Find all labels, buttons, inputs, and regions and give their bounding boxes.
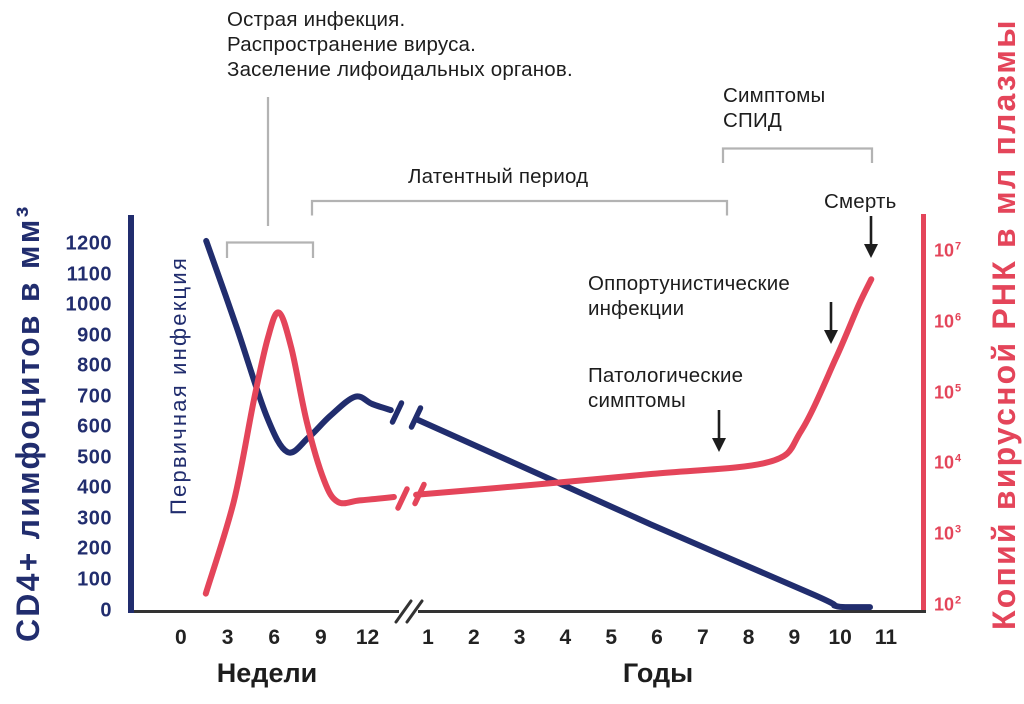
left-axis-ticks: 1200 1100 1000 900 800 700 600 500 400 300 200 100 0 xyxy=(0,0,112,704)
text-line: Заселение лифоидальных органов. xyxy=(227,58,573,81)
x-tick-weeks-6: 6 xyxy=(268,626,281,649)
cd4-curve-weeks xyxy=(203,237,394,456)
x-tick-years-2: 2 xyxy=(467,626,480,649)
text-line: симптомы xyxy=(588,389,686,412)
y-left-tick-100: 100 xyxy=(77,568,112,591)
x-tick-years-8: 8 xyxy=(742,626,755,649)
x-axis-label-weeks: Недели xyxy=(216,658,318,688)
y-left-tick-200: 200 xyxy=(77,537,112,560)
y-left-tick-0: 0 xyxy=(100,599,112,621)
x-axis-break-mark xyxy=(394,599,424,624)
opportunistic-infections-label: Оппортунистические инфекции xyxy=(588,271,790,321)
x-tick-weeks-3: 3 xyxy=(221,626,234,649)
aids-symptoms-label: Симптомы СПИД xyxy=(723,83,825,133)
y-right-tick-10e4: 104 xyxy=(934,452,962,473)
x-tick-years-4: 4 xyxy=(559,626,572,649)
y-right-tick-10e3: 103 xyxy=(934,523,962,544)
text-line: Распространение вируса. xyxy=(227,33,477,56)
x-tick-weeks-12: 12 xyxy=(355,626,380,649)
x-tick-years-9: 9 xyxy=(788,626,801,649)
y-right-tick-10e2: 102 xyxy=(934,594,962,615)
text-line: инфекции xyxy=(588,297,685,320)
y-left-tick-300: 300 xyxy=(77,507,112,530)
pathological-symptoms-arrow xyxy=(712,410,726,452)
latent-period-bracket xyxy=(310,199,729,216)
x-axis-label-years: Годы xyxy=(622,658,694,688)
x-tick-years-10: 10 xyxy=(828,626,852,649)
x-tick-years-5: 5 xyxy=(605,626,618,649)
cd4-curve-years xyxy=(414,416,873,611)
rna-curve-weeks xyxy=(202,309,397,597)
acute-infection-label: Острая инфекция. Распространение вируса.… xyxy=(227,7,573,82)
left-y-axis-title: CD4+ лимфоцитов в мм³ xyxy=(10,204,46,642)
x-tick-years-1: 1 xyxy=(422,626,434,649)
x-tick-years-7: 7 xyxy=(696,626,709,649)
x-tick-years-6: 6 xyxy=(651,626,663,649)
rna-curve-break-mark xyxy=(395,481,427,511)
cd4-curve-break-mark xyxy=(389,400,424,430)
latent-period-label: Латентный период xyxy=(408,165,589,188)
x-tick-weeks-0: 0 xyxy=(175,626,187,649)
text-line: СПИД xyxy=(723,109,782,132)
text-line: Острая инфекция. xyxy=(227,8,406,31)
y-left-tick-800: 800 xyxy=(77,354,112,377)
y-left-tick-600: 600 xyxy=(77,415,112,438)
text-line: Патологические xyxy=(588,364,744,387)
y-right-tick-10e6: 106 xyxy=(934,311,962,332)
death-arrow xyxy=(864,216,878,258)
primary-infection-label: Первичная инфекция xyxy=(166,256,191,515)
opportunistic-infections-arrow xyxy=(824,302,838,344)
rna-curve-years xyxy=(413,276,875,498)
aids-symptoms-bracket xyxy=(721,147,874,163)
y-left-tick-700: 700 xyxy=(77,385,112,408)
right-y-axis-title: Копий вирусной РНК в мл плазмы xyxy=(986,18,1022,630)
text-line: Симптомы xyxy=(723,84,826,107)
acute-infection-bracket xyxy=(225,241,315,258)
text-line: Оппортунистические xyxy=(588,272,790,295)
y-right-tick-10e7: 107 xyxy=(934,240,962,261)
y-right-tick-10e5: 105 xyxy=(934,382,962,403)
y-left-tick-500: 500 xyxy=(77,446,112,469)
y-left-tick-900: 900 xyxy=(77,324,112,347)
pathological-symptoms-label: Патологические симптомы xyxy=(588,363,743,413)
death-label: Смерть xyxy=(824,190,897,213)
y-left-tick-1200: 1200 xyxy=(65,232,112,255)
x-tick-weeks-9: 9 xyxy=(315,626,327,649)
x-tick-years-3: 3 xyxy=(513,626,526,649)
x-tick-years-11: 11 xyxy=(874,626,898,649)
y-left-tick-1000: 1000 xyxy=(65,293,112,316)
y-left-tick-400: 400 xyxy=(77,476,112,499)
y-left-tick-1100: 1100 xyxy=(66,263,112,286)
